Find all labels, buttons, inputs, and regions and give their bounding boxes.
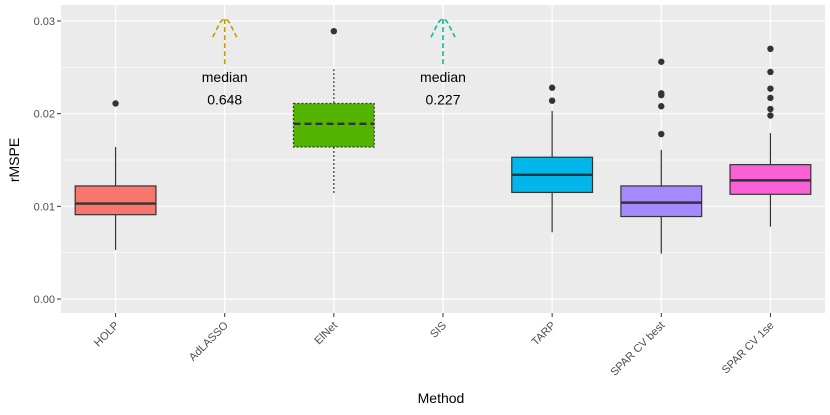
x-axis: HOLP AdLASSO ElNet SIS TARP SPAR CV best SPAR …	[92, 313, 777, 379]
box-sis: median 0.227	[420, 18, 466, 107]
outlier-point	[658, 103, 665, 110]
x-tick-label: AdLASSO	[187, 319, 231, 363]
outlier-point	[767, 112, 774, 119]
median-annotation-label: median	[420, 69, 466, 85]
box-iqr	[74, 185, 157, 216]
y-axis: 0.00 0.01 0.02 0.03	[34, 16, 61, 306]
chart-marks: median 0.648 median 0.227	[74, 18, 812, 254]
x-tick-label: SIS	[428, 320, 449, 341]
y-axis-title: rMSPE	[6, 138, 22, 182]
outlier-point	[658, 58, 665, 65]
y-tick-label: 0.00	[34, 294, 55, 306]
median-annotation-label: median	[202, 69, 248, 85]
outlier-point	[767, 94, 774, 102]
box-elnet	[292, 27, 375, 194]
outlier-point	[767, 85, 774, 92]
off-scale-arrow-head	[211, 18, 238, 38]
y-tick-label: 0.01	[34, 201, 55, 213]
outlier-point	[112, 100, 119, 107]
x-tick-label: TARP	[530, 320, 559, 349]
outlier-point	[658, 130, 665, 138]
outlier-point	[767, 105, 774, 113]
outlier-point	[767, 68, 774, 76]
off-scale-arrow-head	[430, 18, 456, 38]
x-tick-label: SPAR CV 1se	[720, 320, 777, 377]
outlier-point	[767, 45, 774, 52]
x-tick-label: SPAR CV best	[608, 320, 667, 379]
x-axis-title: Method	[418, 390, 465, 406]
box-tarp	[511, 84, 594, 233]
median-annotation-value: 0.648	[207, 91, 242, 107]
box-iqr	[620, 185, 703, 218]
box-iqr	[292, 102, 375, 148]
median-annotation-value: 0.227	[425, 91, 460, 107]
outlier-point	[330, 27, 338, 35]
box-holp	[74, 100, 157, 250]
outlier-point	[548, 97, 556, 104]
x-tick-label: HOLP	[92, 320, 122, 350]
outlier-point	[658, 90, 665, 97]
box-spar-cv-1se	[729, 45, 812, 227]
outlier-point	[548, 84, 556, 91]
box-spar-cv-best	[620, 58, 703, 254]
box-adlasso: median 0.648	[202, 18, 248, 107]
y-tick-label: 0.02	[34, 109, 55, 121]
y-tick-label: 0.03	[34, 16, 55, 28]
x-tick-label: ElNet	[312, 320, 340, 348]
